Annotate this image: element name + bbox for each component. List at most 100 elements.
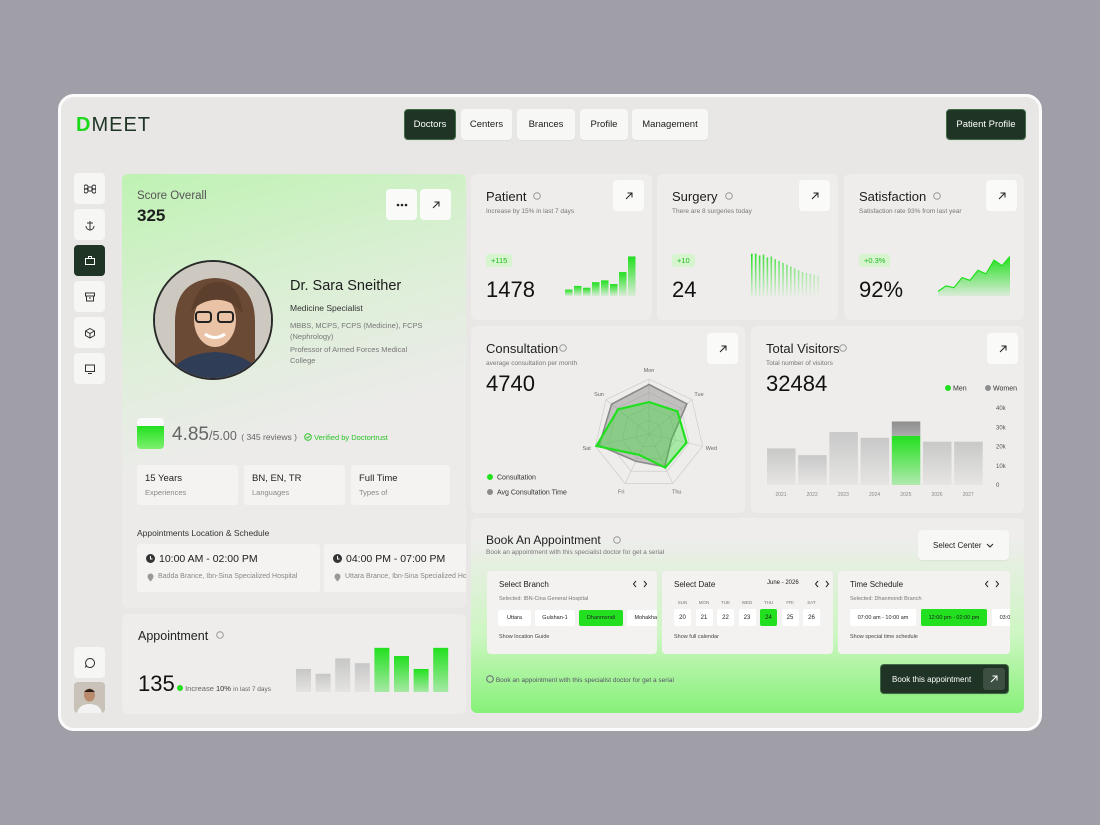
select-center[interactable]: Select Center	[918, 530, 1009, 560]
side-icon[interactable]	[74, 281, 105, 312]
spike	[754, 253, 757, 296]
x-tick-label: 2024	[869, 492, 880, 498]
spike	[770, 256, 773, 296]
open-button[interactable]	[986, 180, 1017, 211]
nav-item[interactable]: Brances	[517, 109, 575, 140]
radar-ring	[635, 419, 663, 447]
bar	[413, 668, 429, 692]
open-button[interactable]	[799, 180, 830, 211]
stat-chart	[751, 253, 819, 296]
booking-card: Book An Appointment Book an appointment …	[471, 518, 1024, 713]
info	[559, 344, 567, 352]
side-icon[interactable]	[74, 173, 105, 204]
consultation-subtitle: average consultation per month	[486, 360, 578, 367]
nav-item[interactable]: Doctors	[404, 109, 456, 140]
pin	[147, 573, 154, 582]
patient-profile-button[interactable]: Patient Profile	[946, 109, 1026, 140]
branch-option[interactable]: Dhanmondi	[579, 610, 623, 626]
panel-title: Select Date	[674, 580, 716, 589]
pager	[984, 580, 1000, 588]
side-icon[interactable]	[74, 317, 105, 348]
prev	[814, 580, 819, 588]
weekday: THU	[763, 600, 774, 605]
branch-option[interactable]: Uttara	[498, 610, 531, 626]
date-cell[interactable]: 20	[674, 609, 691, 626]
position: Professor of Armed Forces Medical Colleg…	[290, 345, 408, 365]
book-arrow	[983, 668, 1005, 690]
panel-title: Time Schedule	[850, 580, 904, 589]
panel-link-text: Show special time schedule	[850, 634, 918, 640]
area-line	[938, 256, 1010, 292]
visitors-value: 32484	[766, 371, 828, 396]
legend-dot	[487, 474, 493, 480]
bar	[394, 656, 409, 692]
bar	[565, 289, 573, 296]
score-label: Score Overall	[137, 190, 207, 202]
panel-link[interactable]: Show special time schedule	[850, 634, 918, 640]
date-cell[interactable]: 22	[717, 609, 734, 626]
time-panel: Time Schedule Selected: Dhanmondi Branch 0…	[838, 571, 1010, 654]
panel-link[interactable]: Show location Guide	[499, 634, 549, 640]
side-icon[interactable]	[74, 353, 105, 384]
info-icon	[933, 192, 941, 200]
stat-subtitle: Increase by 15% in last 7 days	[486, 208, 575, 215]
time-slot[interactable]: 03:00 pm - 05:00 pm	[992, 609, 1010, 626]
open-button[interactable]	[987, 333, 1018, 364]
time-slot[interactable]: 12:00 pm - 02:00 pm	[921, 609, 987, 626]
panel-link-text: Show location Guide	[499, 634, 550, 640]
side-icon-active[interactable]	[74, 245, 105, 276]
side-icon[interactable]	[74, 209, 105, 240]
radar-series	[598, 383, 688, 468]
weekday: MON	[698, 600, 710, 605]
time-slot[interactable]: 07:00 am - 10:00 am	[850, 609, 916, 626]
fact-value: BN, EN, TR	[252, 473, 302, 484]
bar	[296, 668, 311, 692]
y-tick-label: 0	[996, 483, 1000, 489]
spike	[809, 273, 812, 296]
radar-axis	[605, 399, 650, 435]
stat-badge: +10	[672, 254, 695, 267]
spike	[797, 270, 800, 296]
user-avatar[interactable]	[74, 682, 105, 713]
open-button[interactable]	[613, 180, 644, 211]
open-button[interactable]	[420, 189, 451, 220]
stat-subtitle: Satisfaction rate 93% from last year	[859, 208, 962, 215]
date-cell[interactable]: 25	[781, 609, 799, 626]
date-cell[interactable]: 23	[738, 609, 756, 626]
weekday: WED	[741, 600, 753, 605]
nav-item[interactable]: Centers	[461, 109, 512, 140]
radar-axis-label: Mon	[644, 368, 655, 374]
logo[interactable]: DMEET	[76, 114, 151, 137]
x-tick-label: 2026	[931, 492, 942, 498]
date-cell[interactable]: 24	[760, 609, 777, 626]
legend-label: Men	[953, 386, 967, 393]
spike	[801, 272, 804, 296]
fact-box: Full Time Types of	[351, 465, 450, 505]
bar	[374, 647, 390, 692]
pin-icon	[334, 573, 341, 582]
nav-item[interactable]: Management	[632, 109, 708, 140]
branch-option[interactable]: Gulshan-1	[535, 610, 575, 626]
date-cell[interactable]: 21	[695, 609, 713, 626]
arrow-icon	[625, 192, 632, 199]
open-button[interactable]	[707, 333, 738, 364]
branch-panel: Select Branch Selected: IBN-Cina General …	[487, 571, 657, 654]
chat-icon[interactable]	[74, 647, 105, 678]
radar-axis	[624, 433, 650, 484]
radar-axis-label: Fri	[618, 490, 624, 496]
date-cell[interactable]: 26	[803, 609, 820, 626]
rating-max: /5.00	[208, 429, 237, 443]
spike	[786, 264, 788, 296]
info	[533, 192, 541, 200]
y-tick-label: 20k	[996, 445, 1007, 451]
branch-option[interactable]: Mohakhali	[627, 610, 657, 626]
logo-text: MEET	[91, 114, 152, 136]
doctor-name: Dr. Sara Sneither	[290, 278, 402, 294]
book-button[interactable]: Book this appointment	[880, 664, 1009, 694]
panel-link[interactable]: Show full calendar	[674, 634, 719, 640]
nav-item[interactable]: Profile	[580, 109, 628, 140]
info-icon	[725, 192, 733, 200]
more-button[interactable]	[386, 189, 417, 220]
clock-icon	[146, 554, 155, 563]
fact-box: BN, EN, TR Languages	[244, 465, 345, 505]
